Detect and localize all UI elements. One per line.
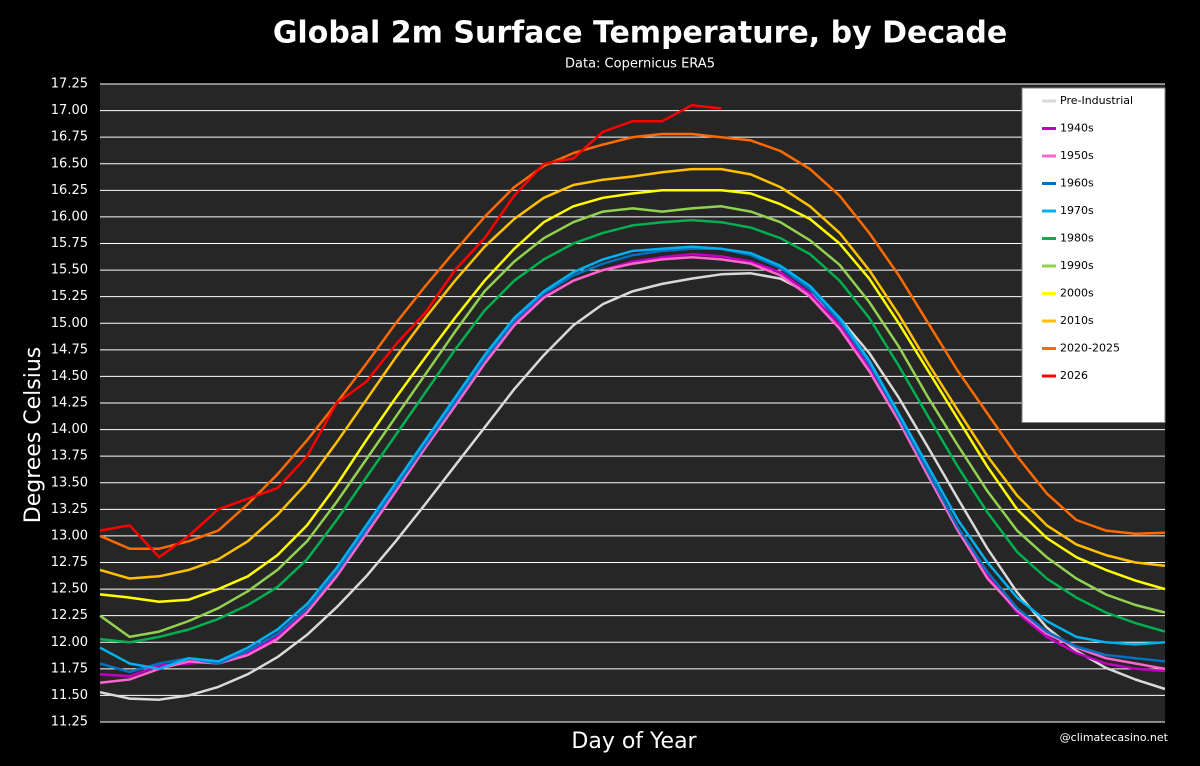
y-tick-label: 17.25 <box>51 77 88 92</box>
y-tick-label: 11.50 <box>51 688 88 703</box>
y-tick-label: 15.25 <box>51 289 88 304</box>
series-line <box>99 245 1166 671</box>
legend-label: 1940s <box>1060 122 1094 135</box>
chart-subtitle: Data: Copernicus ERA5 <box>565 57 715 72</box>
y-tick-label: 13.75 <box>51 449 88 464</box>
y-axis-label: Degrees Celsius <box>21 347 46 524</box>
y-tick-label: 12.50 <box>51 582 88 597</box>
y-tick-label: 11.25 <box>51 715 88 730</box>
y-tick-label: 16.75 <box>51 130 88 145</box>
legend-label: 2010s <box>1060 314 1094 327</box>
legend-label: 2020-2025 <box>1060 342 1120 355</box>
series-line <box>99 272 1166 701</box>
legend-label: 1990s <box>1060 259 1094 272</box>
series-line <box>99 132 1166 550</box>
series-line <box>99 189 1166 604</box>
series-lines <box>99 104 1166 701</box>
legend-label: 2026 <box>1060 369 1088 382</box>
series-line <box>99 218 1166 644</box>
credit: @climatecasino.net <box>1060 731 1169 744</box>
y-tick-label: 12.75 <box>51 555 88 570</box>
series-line <box>99 104 722 559</box>
y-tick-label: 14.25 <box>51 396 88 411</box>
legend-label: 1970s <box>1060 204 1094 217</box>
y-tick-label: 15.50 <box>51 263 88 278</box>
legend-label: Pre-Industrial <box>1060 94 1133 107</box>
y-tick-label: 14.75 <box>51 342 88 357</box>
legend-label: 2000s <box>1060 287 1094 300</box>
y-tick-label: 14.50 <box>51 369 88 384</box>
y-tick-label: 15.75 <box>51 236 88 251</box>
y-tick-label: 13.50 <box>51 475 88 490</box>
y-tick-label: 16.00 <box>51 209 88 224</box>
series-line <box>99 167 1166 580</box>
chart-title: Global 2m Surface Temperature, by Decade <box>273 16 1007 51</box>
series-line <box>99 256 1166 684</box>
legend-box <box>1021 87 1166 423</box>
legend-label: 1950s <box>1060 149 1094 162</box>
legend: Pre-Industrial 1940s 1950s 1960s 1970s 1980s 1… <box>1021 87 1166 423</box>
y-tick-label: 16.50 <box>51 156 88 171</box>
y-tick-label: 15.00 <box>51 316 88 331</box>
x-axis-label: Day of Year <box>571 729 697 754</box>
legend-label: 1960s <box>1060 177 1094 190</box>
y-tick-label: 13.25 <box>51 502 88 517</box>
y-tick-label: 12.00 <box>51 635 88 650</box>
y-tick-label: 13.00 <box>51 528 88 543</box>
y-tick-label: 16.25 <box>51 183 88 198</box>
legend-label: 1980s <box>1060 232 1094 245</box>
series-line <box>99 205 1166 639</box>
series-line <box>99 247 1166 674</box>
y-tick-label: 17.00 <box>51 103 88 118</box>
y-tick-label: 11.75 <box>51 661 88 676</box>
y-tick-label: 14.00 <box>51 422 88 437</box>
y-tick-label: 12.25 <box>51 608 88 623</box>
